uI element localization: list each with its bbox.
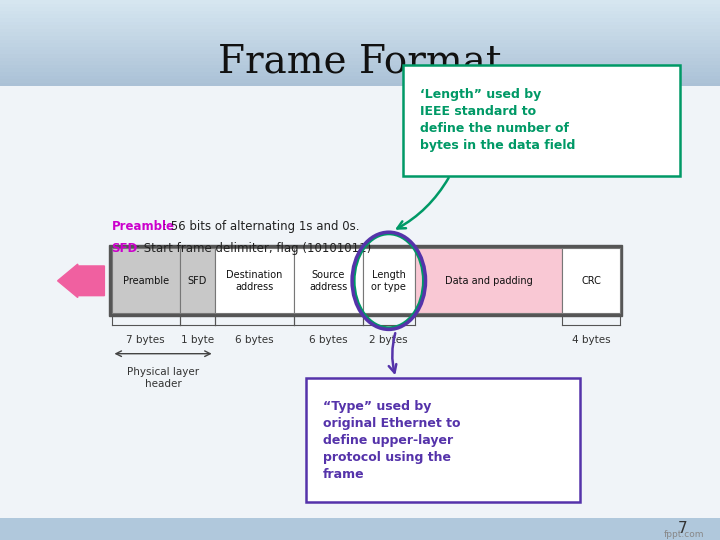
Bar	[0, 47, 720, 50]
Bar	[0, 72, 720, 76]
Text: Destination
address: Destination address	[226, 270, 282, 292]
Text: fppt.com: fppt.com	[664, 530, 704, 539]
Text: Source
address: Source address	[309, 270, 348, 292]
FancyBboxPatch shape	[306, 378, 580, 502]
Bar	[562, 248, 620, 313]
Text: “Type” used by
original Ethernet to
define upper-layer
protocol using the
frame: “Type” used by original Ethernet to defi…	[323, 400, 460, 481]
Bar	[0, 90, 720, 93]
Bar	[180, 248, 215, 313]
Bar	[0, 39, 720, 43]
Bar	[0, 76, 720, 79]
Text: SFD: SFD	[112, 242, 138, 255]
FancyArrow shape	[58, 264, 104, 298]
Text: ‘Length” used by
IEEE standard to
define the number of
bytes in the data field: ‘Length” used by IEEE standard to define…	[420, 88, 575, 152]
Bar	[0, 22, 720, 25]
Text: : 56 bits of alternating 1s and 0s.: : 56 bits of alternating 1s and 0s.	[163, 220, 360, 233]
Bar	[0, 65, 720, 69]
Bar	[0, 101, 720, 104]
Bar	[0, 36, 720, 39]
Bar	[0, 15, 720, 18]
Bar	[0, 83, 720, 86]
FancyBboxPatch shape	[403, 65, 680, 176]
Bar	[109, 245, 622, 316]
Text: 7 bytes: 7 bytes	[127, 335, 165, 345]
Text: Preamble: Preamble	[122, 276, 169, 286]
Text: SFD: SFD	[188, 276, 207, 286]
Bar	[215, 248, 294, 313]
Bar	[0, 7, 720, 11]
Bar	[0, 25, 720, 29]
Bar	[0, 58, 720, 61]
Bar	[0, 69, 720, 72]
Bar	[0, 43, 720, 47]
Bar	[0, 93, 720, 97]
Bar	[0, 86, 720, 90]
Text: Physical layer
header: Physical layer header	[127, 367, 199, 389]
Bar	[0, 0, 720, 4]
Text: 4 bytes: 4 bytes	[572, 335, 611, 345]
Bar	[363, 248, 415, 313]
Bar	[0, 61, 720, 65]
Bar	[112, 248, 180, 313]
Bar	[0, 29, 720, 32]
Text: 6 bytes: 6 bytes	[309, 335, 348, 345]
Bar	[0, 32, 720, 36]
Text: Preamble: Preamble	[112, 220, 174, 233]
Bar	[0, 4, 720, 7]
Text: 1 byte: 1 byte	[181, 335, 214, 345]
Bar	[0, 18, 720, 22]
Bar	[0, 50, 720, 54]
Bar	[0, 11, 720, 15]
Bar	[0, 97, 720, 101]
Text: 2 bytes: 2 bytes	[369, 335, 408, 345]
Bar	[0, 518, 720, 540]
Text: Frame Format: Frame Format	[218, 44, 502, 80]
Bar	[294, 248, 363, 313]
Bar	[0, 104, 720, 108]
Text: Data and padding: Data and padding	[445, 276, 532, 286]
Bar	[0, 86, 720, 518]
Text: : Start frame delimiter, flag (10101011): : Start frame delimiter, flag (10101011)	[136, 242, 372, 255]
Bar	[0, 79, 720, 83]
Text: 7: 7	[678, 521, 688, 536]
Text: CRC: CRC	[581, 276, 601, 286]
Text: Length
or type: Length or type	[372, 270, 406, 292]
Text: 6 bytes: 6 bytes	[235, 335, 274, 345]
Bar	[0, 54, 720, 58]
Bar	[415, 248, 562, 313]
